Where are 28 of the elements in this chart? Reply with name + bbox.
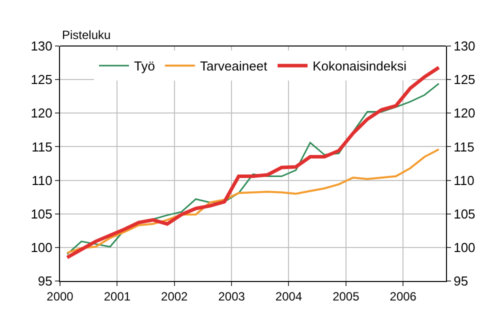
legend-label: Tarveaineet <box>200 58 268 74</box>
x-tick-label: 2001 <box>104 289 131 304</box>
y-tick-label: 130 <box>30 38 52 54</box>
y2-tick-label: 105 <box>454 206 476 222</box>
y2-tick-label: 125 <box>454 72 476 88</box>
x-tick-label: 2002 <box>161 289 188 304</box>
y-tick-label: 105 <box>30 206 52 222</box>
y2-tick-label: 110 <box>454 172 474 188</box>
x-tick-label: 2003 <box>218 289 246 304</box>
x-tick-label: 2005 <box>332 289 360 304</box>
y-tick-label: 100 <box>30 240 52 255</box>
y-tick-label: 120 <box>30 106 52 121</box>
line-series <box>66 148 440 254</box>
legend-label: Työ <box>134 58 155 74</box>
x-tick-label: 2000 <box>46 289 74 304</box>
y-tick-label: 95 <box>38 274 52 289</box>
y2-tick-label: 100 <box>454 240 476 255</box>
x-tick-label: 2006 <box>390 289 417 304</box>
y2-tick-label: 120 <box>454 106 476 121</box>
legend-label: Kokonaisindeksi <box>312 58 407 74</box>
y2-tick-label: 130 <box>454 38 476 54</box>
y-tick-label: 110 <box>32 172 52 188</box>
y2-tick-label: 95 <box>454 274 468 289</box>
y2-tick-label: 115 <box>454 139 474 154</box>
x-tick-label: 2004 <box>275 289 302 304</box>
y-tick-label: 125 <box>30 72 52 88</box>
y-axis-title: Pisteluku <box>62 28 111 42</box>
y-tick-label: 115 <box>32 139 52 154</box>
